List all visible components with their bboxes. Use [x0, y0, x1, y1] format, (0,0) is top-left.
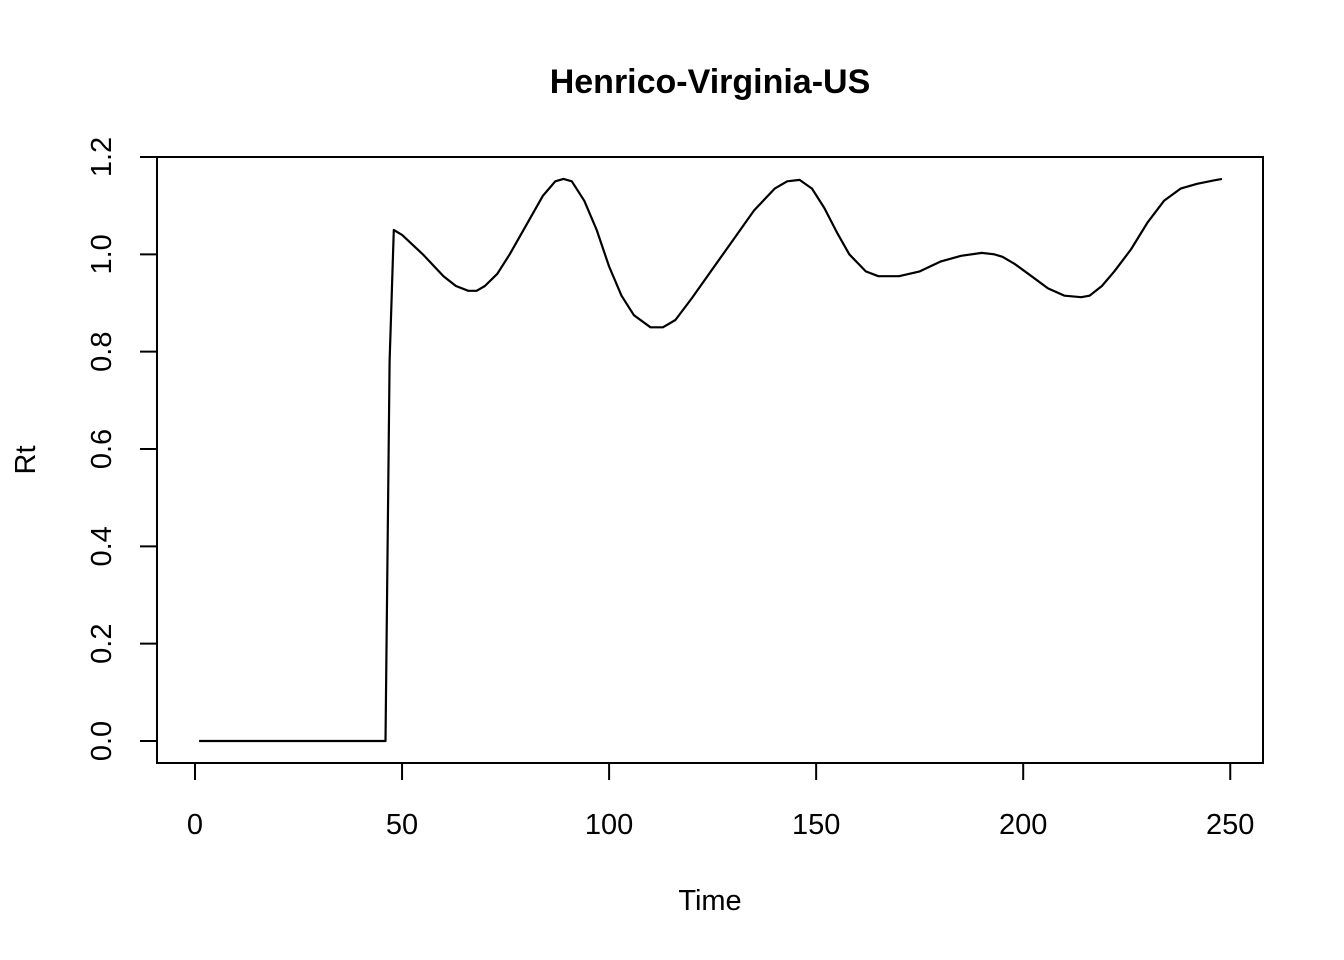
rt-series-line — [199, 177, 1223, 743]
y-tick-label: 1.0 — [86, 234, 118, 274]
x-tick-label: 200 — [999, 809, 1047, 841]
chart-title: Henrico-Virginia-US — [550, 63, 871, 101]
plot-frame — [156, 156, 1264, 764]
y-tick-label: 0.2 — [86, 624, 118, 664]
y-tick-label: 0.4 — [86, 526, 118, 566]
y-axis: 0.0 0.2 0.4 0.6 0.8 1.0 1.2 — [86, 137, 158, 761]
x-tick-label: 100 — [585, 809, 633, 841]
y-tick-label: 0.8 — [86, 331, 118, 371]
y-tick-label: 0.6 — [86, 429, 118, 469]
x-tick-label: 0 — [187, 809, 203, 841]
x-tick-label: 250 — [1206, 809, 1254, 841]
x-tick-label: 50 — [386, 809, 418, 841]
y-tick-label: 0.0 — [86, 721, 118, 761]
y-axis-label: Rt — [10, 446, 42, 475]
x-axis-label: Time — [678, 885, 741, 917]
x-axis: 0 50 100 150 200 250 — [187, 762, 1254, 841]
x-tick-label: 150 — [792, 809, 840, 841]
y-tick-label: 1.2 — [86, 137, 118, 177]
